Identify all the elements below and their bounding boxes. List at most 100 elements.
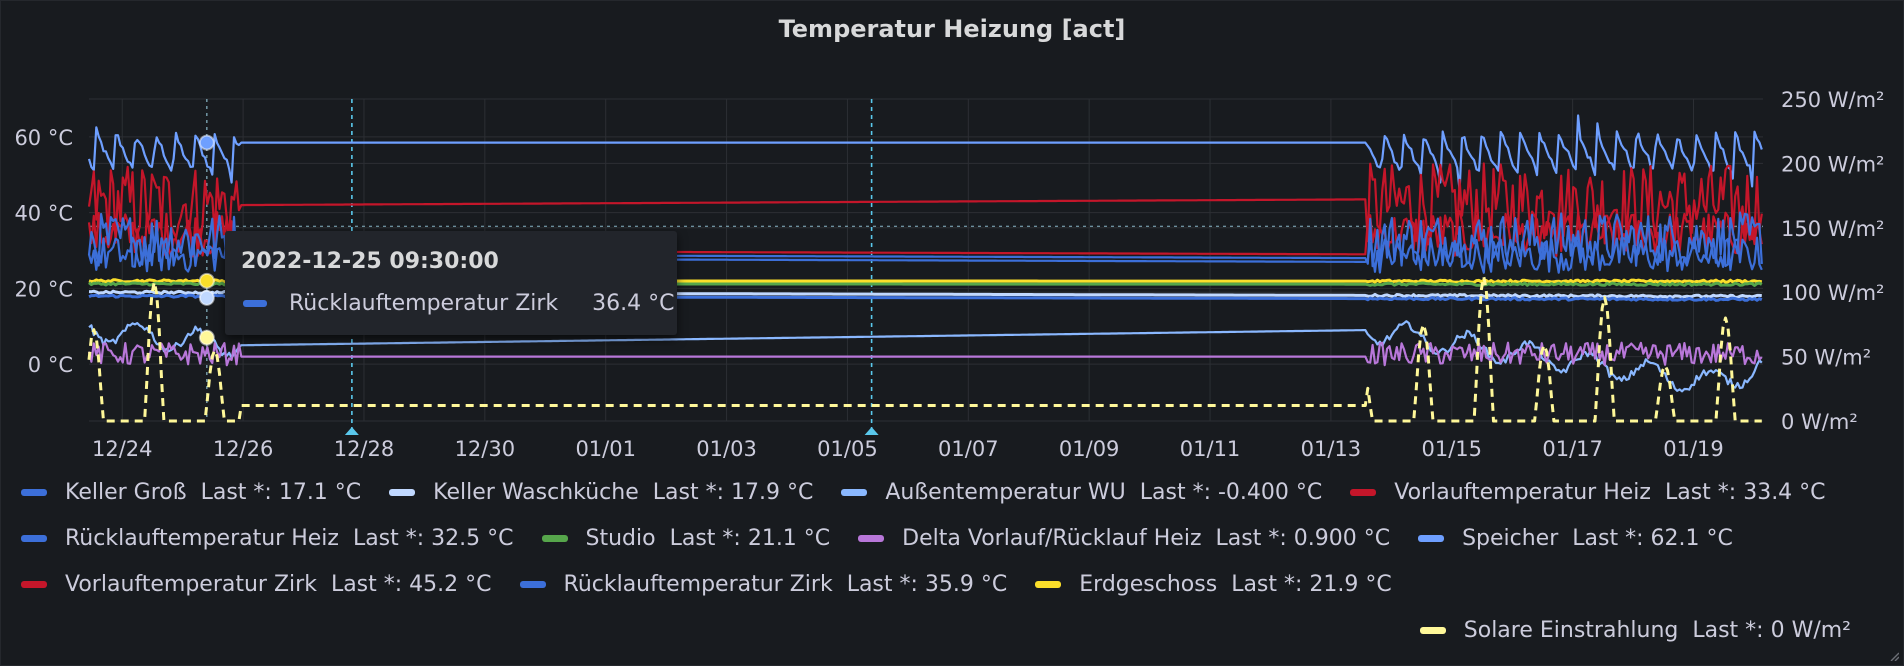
legend-series-name: Vorlauftemperatur Heiz [1394,479,1651,505]
resize-handle-icon[interactable] [1889,651,1899,661]
legend-swatch [1419,626,1446,634]
legend-swatch [389,488,416,496]
x-tick-label: 01/13 [1301,437,1362,461]
legend-item[interactable]: Vorlauftemperatur Heiz Last *: 33.4 °C [1350,479,1826,505]
series-line [87,275,1762,423]
legend-item[interactable]: Vorlauftemperatur Zirk Last *: 45.2 °C [21,572,492,597]
x-tick-label: 12/28 [334,437,395,461]
x-tick-label: 12/24 [92,437,153,461]
legend-item[interactable]: Delta Vorlauf/Rücklauf Heiz Last *: 0.900… [858,526,1390,551]
x-tick-label: 01/03 [696,437,757,461]
x-tick-label: 01/19 [1663,437,1724,461]
panel-title[interactable]: Temperatur Heizung [act] [778,15,1126,43]
legend-item[interactable]: Keller Waschküche Last *: 17.9 °C [389,480,813,505]
y-right-tick-label: 150 W/m² [1781,217,1884,241]
y-axis-left: 0 °C 20 °C 40 °C 60 °C [14,126,73,377]
legend-item[interactable]: Rücklauftemperatur Heiz Last *: 32.5 °C [21,526,514,551]
legend-last-value: Last *: 35.9 °C [846,571,1008,597]
y-left-tick-label: 60 °C [14,126,73,150]
hover-markers [198,134,215,346]
legend-series-name: Solare Einstrahlung [1463,617,1679,643]
legend-series-name: Keller Waschküche [433,479,639,505]
legend-last-value: Last *: 62.1 °C [1572,525,1733,551]
legend-last-value: Last *: 21.9 °C [1231,571,1392,597]
x-tick-label: 01/05 [817,437,878,461]
legend-last-value: Last *: 17.1 °C [200,479,362,505]
hover-point [198,329,215,346]
legend-item[interactable]: Außentemperatur WU Last *: -0.400 °C [841,480,1322,505]
y-left-tick-label: 20 °C [14,277,73,301]
legend-row: Keller Groß Last *: 17.1 °C Keller Waschkü… [21,469,1891,515]
x-tick-label: 01/01 [575,437,636,461]
legend-item[interactable]: Studio Last *: 21.1 °C [541,525,831,551]
chart-tooltip: 2022-12-25 09:30:00 Rücklauftemperatur Z… [225,231,677,335]
x-tick-label: 01/07 [938,437,999,461]
series-line [87,114,1763,192]
y-left-tick-label: 40 °C [14,202,73,226]
annotation-marker-icon[interactable] [344,427,359,435]
y-right-tick-label: 50 W/m² [1781,346,1871,370]
legend-series-name: Delta Vorlauf/Rücklauf Heiz [902,525,1202,551]
legend-swatch [1035,580,1062,588]
legend-swatch [21,488,47,496]
legend-row: Vorlauftemperatur Zirk Last *: 45.2 °C Rüc… [21,561,1891,607]
legend-row: Rücklauftemperatur Heiz Last *: 32.5 °C St… [21,515,1891,561]
tooltip-time: 2022-12-25 09:30:00 [241,249,499,274]
hover-point [198,272,215,289]
x-tick-label: 12/30 [455,437,516,461]
x-axis: 12/24 12/26 12/28 12/30 01/01 01/03 01/05 01/07… [92,437,1724,461]
annotations [89,99,1763,435]
chart-legend: Keller Groß Last *: 17.1 °C Keller Waschkü… [21,469,1891,653]
legend-last-value: Last *: 17.9 °C [652,479,814,505]
legend-last-value: Last *: 33.4 °C [1664,479,1826,505]
legend-row: Solare Einstrahlung Last *: 0 W/m² [21,607,1891,653]
legend-swatch [21,534,47,542]
tooltip-row: Rücklauftemperatur Zirk 36.4 °C [243,291,675,316]
tooltip-series-swatch [243,300,267,307]
y-right-tick-label: 100 W/m² [1781,281,1884,305]
legend-series-name: Erdgeschoss [1079,571,1218,597]
y-axis-right: 0 W/m² 50 W/m² 100 W/m² 150 W/m² 200 W/m² 250… [1781,88,1884,434]
legend-item[interactable]: Keller Groß Last *: 17.1 °C [21,480,361,505]
x-tick-label: 01/11 [1180,437,1241,461]
legend-last-value: Last *: 0 W/m² [1692,617,1851,643]
tooltip-series-name: Rücklauftemperatur Zirk [289,291,559,316]
y-left-tick-label: 0 °C [28,353,73,377]
x-tick-label: 01/15 [1422,437,1483,461]
legend-series-name: Vorlauftemperatur Zirk [65,571,317,597]
legend-series-name: Rücklauftemperatur Heiz [65,525,339,551]
series-line [87,162,1763,246]
legend-swatch [1350,488,1377,496]
legend-item[interactable]: Erdgeschoss Last *: 21.9 °C [1035,572,1392,597]
y-right-tick-label: 200 W/m² [1781,152,1884,176]
annotation-marker-icon[interactable] [864,427,879,435]
legend-series-name: Studio [585,525,656,551]
legend-item[interactable]: Rücklauftemperatur Zirk Last *: 35.9 °C [519,571,1008,597]
legend-swatch [1418,534,1445,542]
legend-swatch [841,488,868,496]
legend-swatch [858,534,885,542]
hover-point [198,134,215,151]
legend-series-name: Rücklauftemperatur Zirk [563,571,833,597]
legend-last-value: Last *: 21.1 °C [669,525,831,551]
legend-series-name: Keller Groß [65,479,187,505]
legend-swatch [541,534,568,542]
legend-item[interactable]: Solare Einstrahlung Last *: 0 W/m² [1419,617,1851,643]
series-line [87,341,1763,367]
legend-series-name: Außentemperatur WU [885,479,1126,505]
y-right-tick-label: 250 W/m² [1781,88,1884,112]
hover-point [198,289,215,306]
x-tick-label: 01/09 [1059,437,1120,461]
legend-swatch [519,580,546,588]
x-tick-label: 01/17 [1542,437,1603,461]
legend-last-value: Last *: -0.400 °C [1139,479,1323,505]
legend-series-name: Speicher [1462,525,1559,551]
legend-swatch [21,580,47,588]
legend-last-value: Last *: 45.2 °C [330,571,492,597]
x-tick-label: 12/26 [213,437,274,461]
chart-grid [89,98,1763,422]
tooltip-series-value: 36.4 °C [592,291,675,316]
legend-last-value: Last *: 0.900 °C [1215,525,1391,551]
legend-item[interactable]: Speicher Last *: 62.1 °C [1418,526,1733,551]
